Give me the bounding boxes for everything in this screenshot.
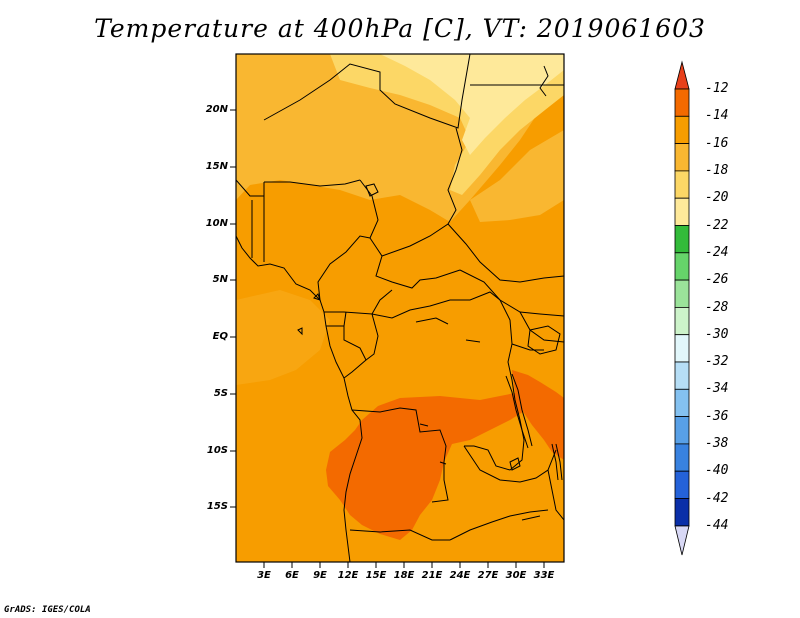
colorbar-label: -26 [705, 272, 729, 287]
lat-label-10s: 10S [206, 445, 228, 456]
lat-label-5s: 5S [213, 388, 228, 399]
lon-label-3e: 3E [257, 570, 271, 581]
colorbar-label: -36 [705, 409, 729, 424]
lon-label-33e: 33E [533, 570, 555, 581]
colorbar-seg [674, 498, 690, 527]
border-cameroon [317, 235, 371, 301]
colorbar-seg [674, 115, 690, 145]
colorbar-seg [674, 470, 690, 499]
border-rwanda [511, 343, 544, 351]
border-sudan [447, 223, 564, 283]
west-african-coast [236, 235, 327, 327]
lon-label-18e: 18E [393, 570, 415, 581]
lon-label-24e: 24E [449, 570, 471, 581]
lake-tanganyika [505, 373, 533, 449]
colorbar-label: -42 [705, 491, 729, 506]
lon-label-12e: 12E [337, 570, 359, 581]
grads-credit: GrADS: IGES/COLA [4, 605, 91, 615]
lat-label-15n: 15N [205, 161, 228, 172]
colorbar-seg [674, 416, 690, 445]
lon-label-6e: 6E [285, 570, 299, 581]
lake-mweru [509, 457, 521, 471]
colorbar [674, 60, 690, 556]
colorbar-label: -14 [705, 108, 729, 123]
map-title: Temperature at 400hPa [C], VT: 201906160… [94, 14, 706, 43]
map-frame [235, 53, 565, 563]
sao-tome [297, 327, 303, 336]
lat-label-eq: EQ [212, 331, 228, 342]
field-warm-angola [326, 392, 526, 540]
colorbar-label: -20 [705, 190, 729, 205]
lat-label-20n: 20N [205, 104, 228, 115]
border-south-sudan [459, 269, 564, 317]
border-burkina [236, 179, 264, 197]
colorbar-seg [674, 225, 690, 254]
border-drc-angola [351, 407, 447, 463]
colorbar-label: -38 [705, 436, 729, 451]
temperature-field [236, 54, 564, 562]
colorbar-seg [674, 334, 690, 363]
lake-chad [365, 183, 379, 197]
border-malawi [547, 469, 564, 521]
field-coolest-ne [380, 54, 564, 155]
lon-ticks [263, 562, 545, 568]
border-angola-namibia [349, 529, 450, 541]
colorbar-seg [674, 279, 690, 308]
lon-label-21e: 21E [421, 570, 443, 581]
colorbar-seg [674, 252, 690, 281]
colorbar-seg [674, 361, 690, 390]
lake-victoria [527, 325, 561, 355]
lake-malawi [551, 443, 563, 481]
colorbar-label: -28 [705, 300, 729, 315]
colorbar-seg [674, 197, 690, 226]
border-chad-west [359, 127, 463, 257]
colorbar-seg [674, 388, 690, 417]
colorbar-label: -34 [705, 381, 729, 396]
colorbar-label: -40 [705, 463, 729, 478]
boundaries [236, 54, 564, 562]
lat-label-15s: 15S [206, 501, 228, 512]
colorbar-label: -32 [705, 354, 729, 369]
colorbar-seg [674, 170, 690, 199]
border-gabon [326, 311, 367, 379]
border-zambia-south [449, 509, 549, 541]
colorbar-seg [674, 88, 690, 117]
lat-ticks [230, 109, 236, 508]
colorbar-label: -24 [705, 245, 729, 260]
colorbar-label: -44 [705, 518, 729, 533]
river-strokes [415, 317, 541, 521]
lon-label-30e: 30E [505, 570, 527, 581]
lon-label-15e: 15E [365, 570, 387, 581]
field-warm-east [520, 392, 564, 445]
border-angola-zambia [431, 462, 449, 503]
colorbar-seg [674, 443, 690, 472]
border-chad-south [375, 255, 461, 289]
border-car-drc [371, 291, 501, 319]
field-cool-sw [236, 290, 330, 385]
colorbar-label: -16 [705, 136, 729, 151]
colorbar-seg [674, 143, 690, 172]
colorbar-label: -30 [705, 327, 729, 342]
bioko-island [313, 293, 321, 301]
lat-label-5n: 5N [212, 274, 228, 285]
colorbar-top-arrow [674, 60, 690, 90]
colorbar-bottom-arrow [674, 525, 690, 556]
lon-label-9e: 9E [313, 570, 327, 581]
border-niger-nigeria [264, 179, 361, 187]
field-cool-north-2 [470, 130, 564, 222]
border-uganda-kenya [519, 311, 564, 343]
lon-label-27e: 27E [477, 570, 499, 581]
border-congo [365, 313, 379, 361]
colorbar-label: -22 [705, 218, 729, 233]
lat-label-10n: 10N [205, 218, 228, 229]
central-african-coast [325, 325, 363, 562]
colorbar-label: -12 [705, 81, 729, 96]
border-sahara [263, 54, 471, 129]
red-sea-coast [539, 65, 549, 97]
colorbar-seg [674, 306, 690, 336]
colorbar-label: -18 [705, 163, 729, 178]
